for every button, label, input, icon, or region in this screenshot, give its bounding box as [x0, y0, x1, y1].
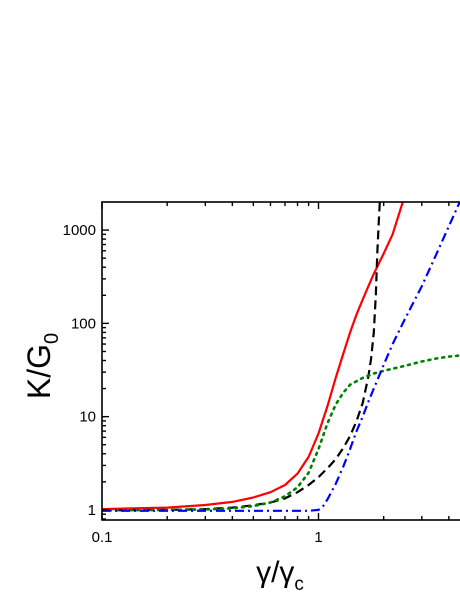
series-layer [102, 202, 460, 512]
y-tick-label-4: 1000 [63, 222, 96, 239]
y-tick-label-2: 10 [79, 409, 96, 426]
x-axis-title-sub: c [294, 574, 304, 595]
y-tick-label-3: 100 [71, 315, 96, 332]
y-axis-title-sub: 0 [41, 333, 63, 344]
series-line-1 [102, 202, 404, 511]
y-tick-label-1: 1 [88, 502, 96, 519]
x-axis-title-main: γ/γ [256, 556, 294, 589]
x-tick-label-1: 0.1 [92, 529, 113, 546]
series-line-3 [102, 354, 460, 512]
x-tick-label-2: 1 [314, 529, 322, 546]
series-line-4 [102, 202, 460, 512]
y-axis-title: K/G0 [21, 333, 63, 399]
x-axis-title: γ/γc [256, 556, 304, 595]
plot-frame [101, 201, 460, 521]
series-line-2 [102, 202, 381, 512]
y-axis-title-main: K/G [21, 344, 57, 399]
tick-layer: 0.1 1 1 10 100 1000 [63, 202, 450, 546]
